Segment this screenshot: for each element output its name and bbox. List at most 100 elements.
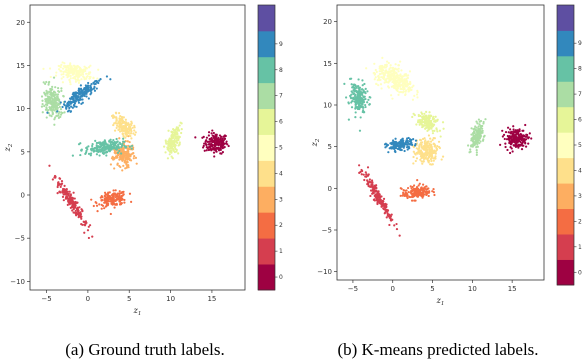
data-point (412, 162, 415, 165)
data-point (432, 137, 435, 140)
data-point (361, 93, 364, 97)
data-point (78, 79, 81, 82)
data-point (86, 89, 89, 92)
data-point (70, 65, 73, 68)
data-point (517, 146, 520, 149)
data-point (61, 81, 65, 84)
data-point (120, 152, 123, 155)
data-point (50, 92, 53, 96)
data-point (214, 145, 217, 148)
data-point (118, 149, 121, 153)
data-point (368, 103, 371, 106)
data-point (352, 92, 355, 96)
data-point (113, 129, 117, 132)
data-point (389, 142, 392, 145)
data-point (87, 97, 90, 100)
data-point (69, 74, 72, 77)
data-point (62, 72, 65, 76)
colorbar-segment (557, 81, 574, 108)
data-point (417, 119, 420, 122)
colorbar-tick-label: 5 (279, 145, 283, 152)
data-point (45, 80, 48, 84)
data-point (174, 147, 177, 151)
data-point (98, 148, 102, 151)
data-point (202, 146, 205, 149)
data-point (411, 143, 414, 146)
cluster-9 (46, 75, 112, 114)
data-point (418, 192, 421, 195)
data-point (45, 97, 48, 101)
data-point (60, 87, 63, 90)
data-point (73, 197, 76, 200)
data-point (522, 144, 525, 147)
data-point (167, 129, 170, 132)
data-point (68, 190, 71, 193)
data-point (470, 133, 473, 136)
data-point (364, 175, 367, 178)
colorbar-segment (258, 238, 275, 265)
data-point (68, 106, 71, 110)
data-point (127, 127, 130, 130)
data-point (418, 190, 421, 193)
data-point (63, 100, 67, 103)
colorbar-tick-label: 6 (279, 119, 283, 126)
data-point (173, 138, 176, 142)
data-point (101, 148, 104, 152)
y-axis-label: z2 (310, 138, 321, 147)
data-point (44, 82, 47, 85)
data-point (382, 197, 386, 200)
data-point (72, 211, 75, 214)
data-point (128, 145, 131, 148)
data-point (130, 200, 133, 203)
data-point (73, 72, 76, 75)
data-point (210, 132, 213, 135)
data-point (516, 132, 520, 135)
data-point (85, 149, 88, 153)
data-point (217, 146, 220, 149)
data-point (430, 159, 433, 163)
data-point (62, 103, 66, 106)
data-point (397, 67, 400, 70)
data-point (389, 64, 392, 67)
data-point (225, 140, 228, 143)
data-point (79, 84, 82, 87)
data-point (88, 75, 91, 78)
data-point (111, 202, 114, 205)
data-point (511, 134, 514, 137)
data-point (115, 126, 118, 130)
caption: (a) Ground truth labels. (65, 340, 225, 359)
colorbar-tick-label: 9 (279, 41, 283, 48)
data-point (122, 129, 125, 132)
data-point (130, 144, 134, 148)
data-point (350, 93, 353, 96)
data-point (68, 78, 71, 82)
data-point (70, 101, 74, 104)
data-point (354, 107, 357, 110)
data-point (115, 124, 119, 127)
data-point (105, 154, 108, 157)
data-point (98, 154, 101, 157)
data-point (74, 209, 77, 212)
data-point (357, 107, 360, 110)
data-point (103, 140, 106, 144)
colorbar-tick-label: 9 (578, 40, 582, 47)
data-point (357, 97, 360, 100)
data-point (398, 79, 402, 82)
data-point (391, 66, 395, 70)
data-point (429, 140, 433, 143)
data-point (512, 131, 516, 134)
data-point (77, 76, 80, 79)
data-point (127, 166, 130, 169)
data-point (364, 171, 367, 174)
data-point (398, 83, 401, 86)
data-point (124, 157, 127, 160)
data-point (46, 95, 49, 98)
data-point (53, 174, 57, 178)
data-point (441, 155, 445, 158)
data-point (429, 163, 432, 166)
x-axis-label: z1 (436, 296, 445, 307)
data-point (423, 137, 426, 140)
data-point (439, 135, 442, 138)
data-point (172, 148, 175, 151)
data-point (403, 86, 406, 90)
